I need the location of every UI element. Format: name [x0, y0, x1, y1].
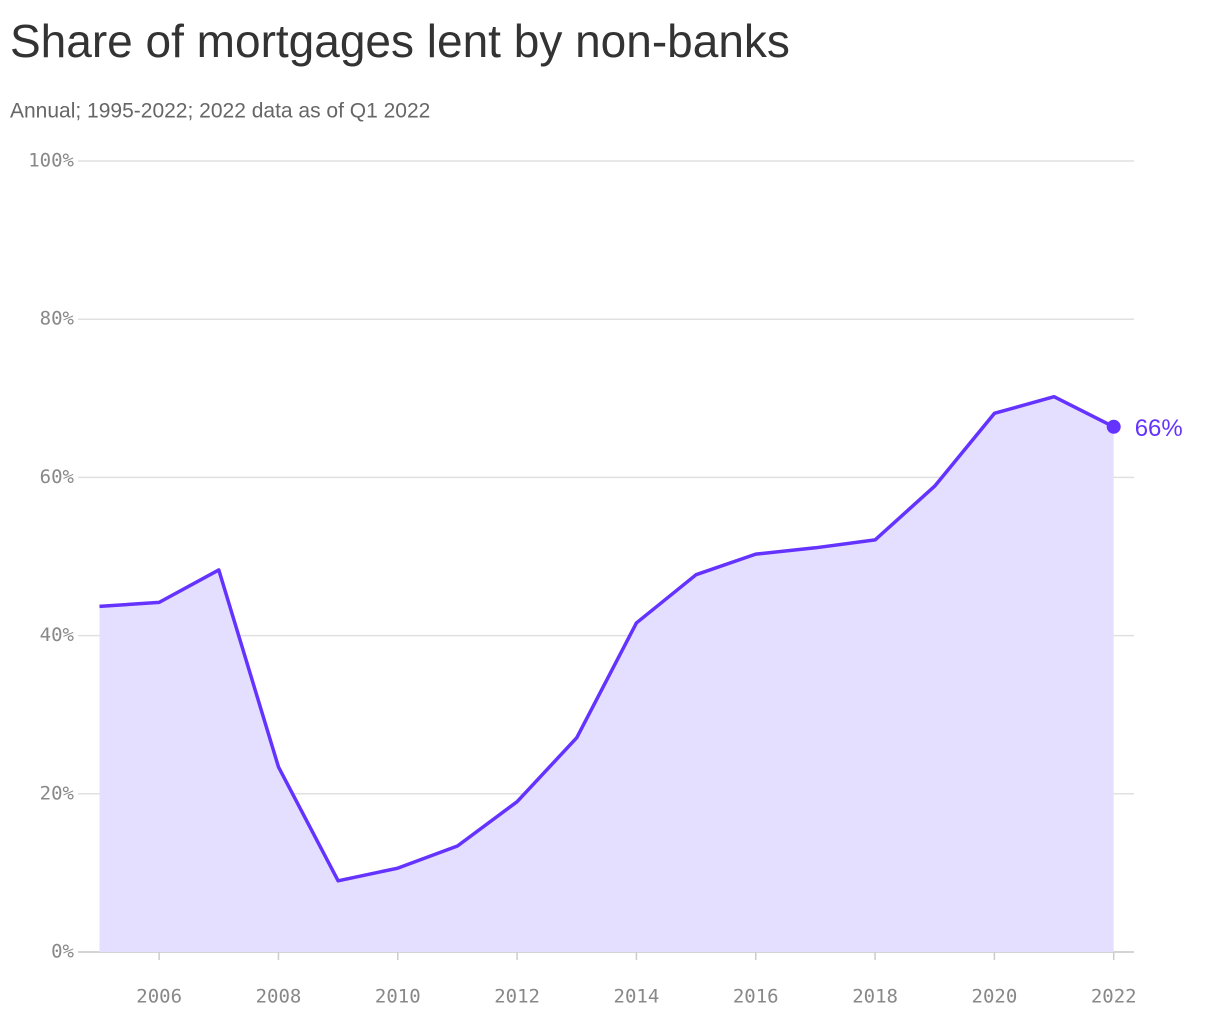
y-tick-label: 80%	[40, 308, 75, 330]
point	[1106, 419, 1121, 434]
chart-title: Share of mortgages lent by non-banks	[10, 15, 790, 67]
chart-subtitle: Annual; 1995-2022; 2022 data as of Q1 20…	[10, 100, 430, 123]
x-tick-label: 2014	[614, 986, 660, 1008]
line	[99, 394, 1115, 883]
y-tick-label: 60%	[40, 466, 75, 488]
x-tick-label: 2020	[972, 986, 1018, 1008]
area	[99, 396, 1114, 952]
x-tick-label: 2006	[136, 986, 182, 1008]
y-tick-label: 0%	[51, 941, 74, 963]
y-tick-label: 40%	[40, 624, 75, 646]
x-tick-label: 2018	[852, 986, 898, 1008]
x-tick-label: 2010	[375, 986, 421, 1008]
value-label: 66%	[1135, 415, 1183, 442]
x-tick-label: 2022	[1091, 986, 1137, 1008]
x-tick-label: 2016	[733, 986, 779, 1008]
y-tick-label: 100%	[28, 150, 74, 172]
y-tick-label: 20%	[40, 782, 75, 804]
x-tick-label: 2008	[256, 986, 302, 1008]
x-tick-label: 2012	[494, 986, 540, 1008]
